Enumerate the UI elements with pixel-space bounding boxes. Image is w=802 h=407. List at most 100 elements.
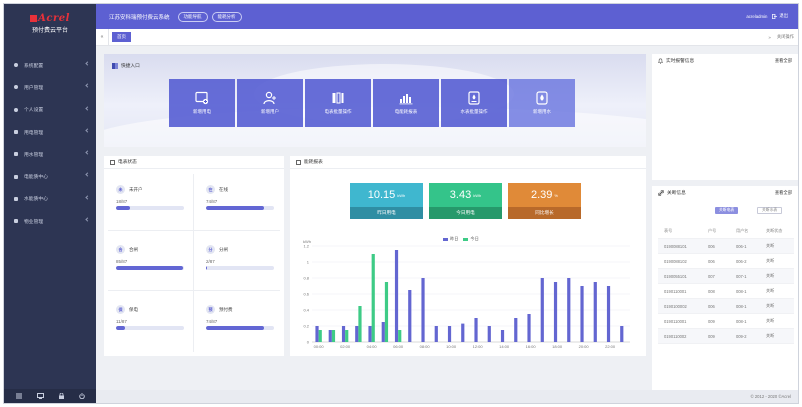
logout-label: 退出	[779, 13, 788, 18]
status-card-value: 18/87	[116, 199, 128, 204]
legend-swatch-today	[463, 237, 469, 241]
bar-today	[398, 330, 402, 342]
status-card-label: 保电	[129, 306, 138, 312]
sidebar-item-power-quality[interactable]: 电能质中心	[4, 165, 96, 187]
bar-today	[384, 282, 389, 342]
table-row[interactable]: 0190110001 008 008-1 关断	[658, 284, 794, 299]
bar-yesterday	[421, 278, 425, 342]
bar-yesterday	[514, 318, 518, 342]
table-row[interactable]: 0190110002 009 009-2 关断	[658, 329, 794, 344]
x-tick-label: 12:00	[473, 344, 484, 349]
tile-add-electric[interactable]: 新增用电	[169, 79, 235, 127]
bar-yesterday	[328, 330, 332, 342]
monitor-icon[interactable]	[36, 393, 44, 399]
bar-yesterday	[447, 326, 452, 342]
sidebar-item-property[interactable]: 物业管理	[4, 210, 96, 232]
quick-entry-icon	[112, 63, 118, 69]
add-user-icon	[263, 91, 276, 105]
energy-bar-chart: kWh 0 0.2 0.4 0.6 0.8 1 1.2 00:00 02:00 04:00 06:00…	[303, 239, 630, 349]
bar-yesterday	[553, 282, 558, 342]
alarm-view-all-link[interactable]: 查看全部	[774, 57, 792, 63]
water-batch-icon	[468, 91, 480, 105]
bar-yesterday	[606, 286, 611, 342]
y-tick-label: 0.8	[303, 276, 309, 281]
tile-meter-batch[interactable]: 电表批量操作	[305, 79, 371, 127]
chevron-icon	[85, 195, 90, 200]
sidebar-item-electricity[interactable]: 用电管理	[4, 121, 96, 143]
chevron-icon	[85, 105, 90, 111]
bar-yesterday	[381, 322, 385, 342]
status-card-label: 合闸	[129, 246, 138, 252]
sidebar-item-water-quality[interactable]: 水能质中心	[4, 188, 96, 210]
y-tick-label: 1.2	[303, 244, 309, 249]
meter-status-header: 电表状态	[104, 156, 284, 169]
tab-scroll-left-icon[interactable]: «	[96, 28, 109, 46]
tile-add-user[interactable]: 新增用户	[237, 79, 303, 127]
bar-today	[345, 330, 349, 342]
quick-entry-title: 快捷入口	[112, 63, 140, 69]
bar-yesterday	[527, 314, 531, 342]
x-tick-label: 14:00	[499, 344, 510, 349]
status-card-protect: 保保电 11/87	[106, 296, 190, 343]
electricity-icon	[13, 129, 19, 135]
bar-yesterday	[620, 326, 624, 342]
quick-entry-banner: 快捷入口 新增用电 新增用户 电表批量操作 电能耗报表 水表批量操作	[104, 54, 646, 147]
status-progress-bar	[116, 266, 184, 270]
kpi-label: 今日用电	[429, 207, 502, 219]
sidebar-item-personal-settings[interactable]: 个人设置	[4, 99, 96, 121]
kpi-today-value-box: 3.43 kWh	[429, 183, 502, 207]
power-icon[interactable]	[78, 393, 85, 399]
kpi-label: 昨日用电	[350, 207, 423, 219]
table-row[interactable]: 0190088101 006 006-1 关断	[658, 239, 794, 254]
tile-label: 新增用户	[261, 109, 279, 114]
tab-scroll-right-icon[interactable]: »	[768, 34, 771, 40]
bar-yesterday	[394, 250, 399, 342]
status-card-value: 74/87	[206, 199, 218, 204]
lockout-header: 关断信息 查看全部	[652, 186, 798, 199]
function-nav-button[interactable]: 功能导航	[177, 11, 208, 22]
table-row[interactable]: 0190110001 009 008-1 关断	[658, 314, 794, 329]
app-window: Acrel 预付费云平台 系统配置 用户管理 个人设置 用电管理	[3, 3, 799, 404]
tile-energy-report[interactable]: 电能耗报表	[373, 79, 439, 127]
tile-label: 电能耗报表	[394, 109, 418, 114]
lockout-meter-button[interactable]: 关断电表	[715, 207, 739, 214]
sidebar-item-user-management[interactable]: 用户管理	[4, 76, 96, 98]
status-card-label: 预付费	[219, 306, 233, 312]
bar-yesterday	[315, 326, 319, 342]
meter-status-panel: 电表状态 未未开户 18/87 在在线 74/87 合合闸 85/87 分分闸 …	[104, 156, 284, 356]
kpi-value: 10.15	[367, 189, 396, 201]
table-row[interactable]: 0190100002 006 008-1 关断	[658, 299, 794, 314]
add-water-icon	[536, 91, 548, 105]
lockout-title: 关断信息	[667, 189, 686, 195]
table-row[interactable]: 0190088102 006 006-2 关断	[658, 254, 794, 269]
lockout-view-all-link[interactable]: 查看全部	[774, 189, 792, 195]
kpi-value: 3.43	[449, 189, 472, 201]
status-card-label: 未开户	[129, 186, 143, 192]
bar-today	[331, 330, 336, 342]
tab-home[interactable]: 首页	[112, 32, 131, 42]
table-row[interactable]: 0190055101 007 007-1 关断	[658, 269, 794, 284]
tile-add-water[interactable]: 新增用水	[509, 79, 575, 127]
sidebar-item-system-config[interactable]: 系统配置	[4, 54, 96, 76]
x-tick-label: 08:00	[420, 344, 431, 349]
menu-icon[interactable]	[15, 393, 22, 399]
logout-button[interactable]: 退出	[772, 13, 788, 19]
lock-icon[interactable]	[58, 393, 64, 399]
username[interactable]: acreladmin	[746, 13, 768, 19]
energy-report-title: 能耗报表	[304, 159, 323, 164]
tab-close-operations[interactable]: » 关闭操作	[768, 34, 794, 40]
bar-yesterday	[368, 326, 372, 342]
lockout-water-button[interactable]: 关断水表	[757, 207, 783, 214]
legend-swatch-yesterday	[443, 237, 448, 241]
property-icon	[13, 218, 19, 224]
energy-analysis-button[interactable]: 能耗分析	[211, 11, 242, 22]
energy-report-icon	[296, 159, 301, 165]
lockout-panel: 关断信息 查看全部 关断电表 关断水表	[652, 186, 798, 390]
status-card-label: 在线	[219, 186, 228, 192]
kpi-today: 3.43 kWh 今日用电	[429, 183, 502, 219]
lockout-table: 表号 户号 用户名 关断状态 0190088101 006 006-1 关断 0190…	[658, 224, 794, 344]
sidebar-item-label: 系统配置	[24, 63, 44, 69]
bar-yesterday	[408, 290, 412, 342]
tile-water-batch[interactable]: 水表批量操作	[441, 79, 507, 127]
sidebar-item-water[interactable]: 用水管理	[4, 143, 96, 165]
